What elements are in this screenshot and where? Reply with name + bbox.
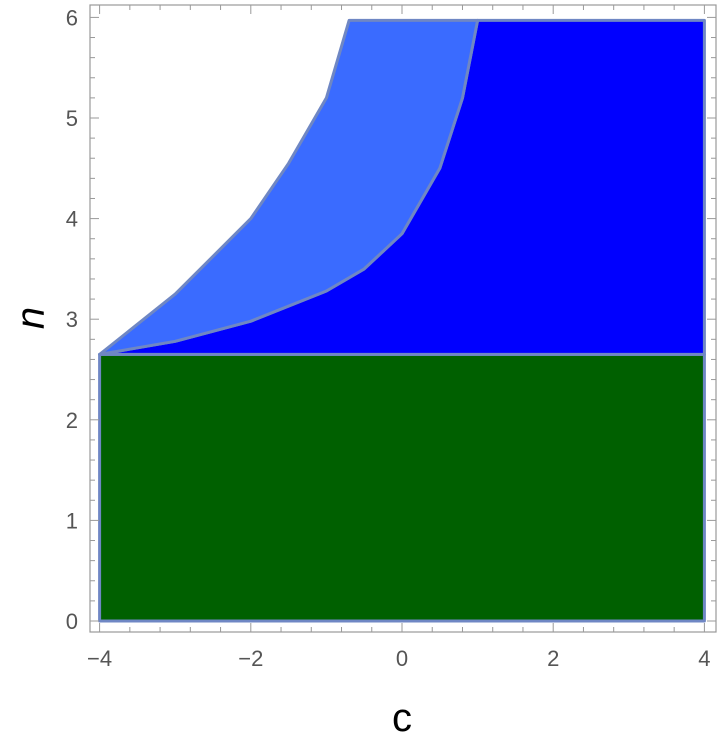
y-tick-label: 3 [66,307,78,332]
y-tick-label: 1 [66,508,78,533]
x-axis-title: c [392,696,412,740]
y-tick-label: 4 [66,207,78,232]
y-axis-title: n [9,307,53,329]
region-light-blue [98,18,480,356]
x-tick-label: 0 [396,646,408,671]
plot-frame [89,4,717,633]
tick-labels-layer: −4 −2 0 2 4 0 1 2 3 4 5 6 [66,5,711,671]
x-tick-label: 2 [547,646,559,671]
regions-layer [98,18,706,623]
y-tick-label: 5 [66,106,78,131]
y-tick-label: 6 [66,5,78,30]
y-tick-label: 2 [66,408,78,433]
x-tick-label: −4 [87,646,112,671]
x-tick-label: 4 [698,646,710,671]
ticks-layer [90,5,716,632]
x-tick-label: −2 [238,646,263,671]
y-tick-label: 0 [66,609,78,634]
region-green [98,352,706,623]
